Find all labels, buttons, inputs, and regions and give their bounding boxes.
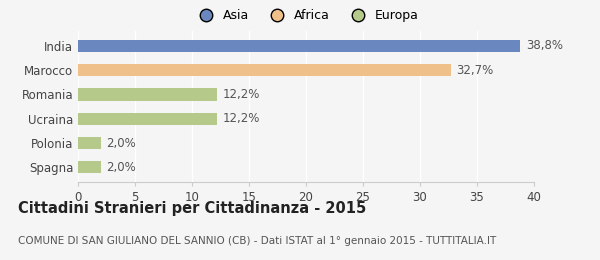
Bar bbox=[78, 113, 217, 125]
Text: 38,8%: 38,8% bbox=[526, 39, 563, 52]
Bar bbox=[78, 40, 520, 52]
Text: 2,0%: 2,0% bbox=[107, 136, 136, 149]
Bar bbox=[78, 88, 217, 101]
Bar bbox=[78, 137, 101, 149]
Text: 32,7%: 32,7% bbox=[457, 64, 494, 77]
Text: 12,2%: 12,2% bbox=[223, 88, 260, 101]
Bar bbox=[78, 64, 451, 76]
Text: 12,2%: 12,2% bbox=[223, 112, 260, 125]
Text: Cittadini Stranieri per Cittadinanza - 2015: Cittadini Stranieri per Cittadinanza - 2… bbox=[18, 201, 366, 216]
Legend: Asia, Africa, Europa: Asia, Africa, Europa bbox=[188, 4, 424, 27]
Text: COMUNE DI SAN GIULIANO DEL SANNIO (CB) - Dati ISTAT al 1° gennaio 2015 - TUTTITA: COMUNE DI SAN GIULIANO DEL SANNIO (CB) -… bbox=[18, 236, 496, 246]
Text: 2,0%: 2,0% bbox=[107, 161, 136, 174]
Bar bbox=[78, 161, 101, 173]
